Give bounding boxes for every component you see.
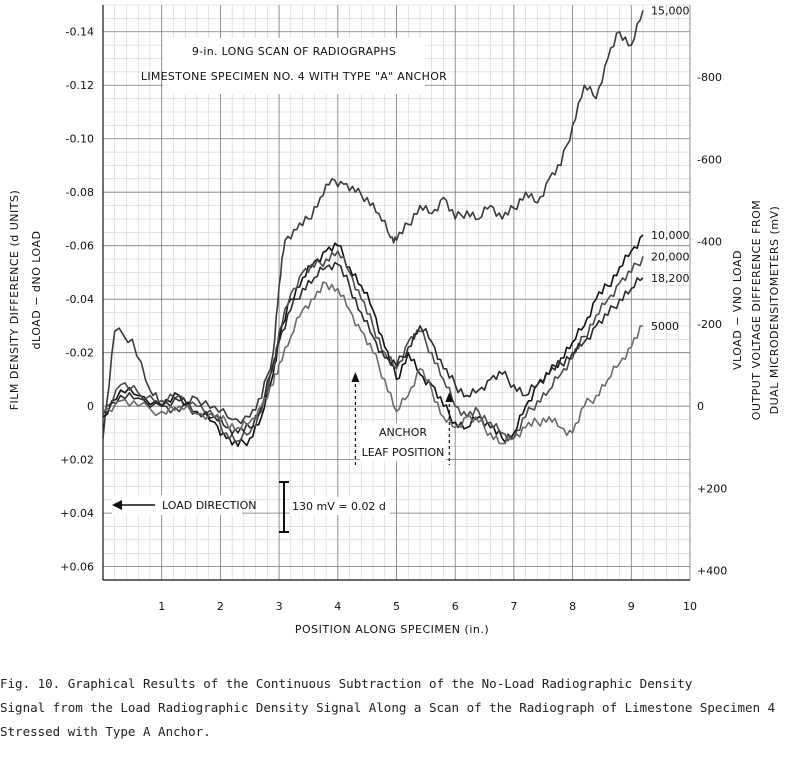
caption-line-2: Signal from the Load Radiographic Densit… [0, 700, 776, 715]
y-tick-label-right: +400 [697, 565, 727, 578]
anchor-label-line-2: LEAF POSITION [362, 446, 445, 459]
x-axis-label: POSITION ALONG SPECIMEN (in.) [295, 623, 489, 636]
series-line-5000 [102, 281, 644, 445]
load-direction-arrowhead [112, 500, 122, 510]
anchor-leaf-arrowhead-1 [351, 372, 360, 382]
x-tick-label: 2 [217, 600, 224, 613]
y-tick-label-right: 0 [697, 400, 704, 413]
chart-title-line-1: 9-in. LONG SCAN OF RADIOGRAPHS [192, 45, 396, 58]
y-tick-label-left: -0.02 [66, 347, 94, 360]
y-tick-label-left: +0.04 [60, 507, 94, 520]
figure-caption: Fig. 10. Graphical Results of the Contin… [0, 672, 800, 744]
x-tick-label: 1 [158, 600, 165, 613]
x-tick-label: 4 [334, 600, 341, 613]
y-axis-right-label-3: DUAL MICRODENSITOMETERS (mV) [768, 206, 781, 415]
series-label-20000: 20,000 [651, 250, 690, 263]
y-tick-label-left: -0.04 [66, 293, 94, 306]
y-axis-left-sublabel: dLOAD − dNO LOAD [30, 231, 43, 350]
density-difference-chart: 1 2 3 4 5 6 7 8 9 10 -0.14 -0.12 -0.10 -0.08 -0.06 -0.… [8, 4, 781, 636]
y-tick-label-left: -0.08 [66, 186, 94, 199]
scale-bar-label-box [290, 497, 390, 515]
y-tick-label-left: +0.02 [60, 454, 94, 467]
y-tick-label-left: -0.06 [66, 240, 94, 253]
y-axis-right-label-1: VLOAD − VNO LOAD [731, 250, 744, 370]
x-tick-label: 8 [569, 600, 576, 613]
y-tick-label-left: -0.12 [66, 79, 94, 92]
series-label-10000: 10,000 [651, 229, 690, 242]
y-axis-left-label: FILM DENSITY DIFFERENCE (d UNITS) [8, 190, 21, 411]
y-tick-label-left: +0.06 [60, 561, 94, 574]
series-label-18200: 18,200 [651, 272, 690, 285]
y-tick-label-right: -400 [697, 236, 722, 249]
series-line-20000 [102, 250, 644, 443]
caption-line-3: Stressed with Type A Anchor. [0, 724, 211, 739]
y-tick-label-right: -200 [697, 318, 722, 331]
anchor-label-line-1: ANCHOR [379, 426, 427, 439]
load-direction-label: LOAD DIRECTION [162, 499, 257, 512]
y-tick-label-right: -800 [697, 71, 722, 84]
chart-title-line-2: LIMESTONE SPECIMEN NO. 4 WITH TYPE "A" A… [141, 70, 447, 83]
y-tick-label-left: 0 [87, 400, 94, 413]
x-tick-label: 3 [276, 600, 283, 613]
y-tick-label-right: -600 [697, 153, 722, 166]
load-direction-box [112, 495, 242, 515]
anchor-label-box [360, 423, 446, 461]
anchor-leaf-arrowhead-2 [445, 392, 454, 402]
x-tick-label: 10 [683, 600, 697, 613]
x-tick-label: 5 [393, 600, 400, 613]
y-tick-label-left: -0.10 [66, 133, 94, 146]
series-label-15000: 15,000 [651, 4, 690, 17]
x-tick-label: 9 [628, 600, 635, 613]
scale-bar-label: 130 mV = 0.02 d [292, 500, 386, 513]
y-axis-right-label-2: OUTPUT VOLTAGE DIFFERENCE FROM [750, 200, 763, 421]
series-label-5000: 5000 [651, 320, 679, 333]
title-box [163, 38, 425, 94]
caption-line-1: Fig. 10. Graphical Results of the Contin… [0, 676, 693, 691]
series-line-15000 [102, 10, 644, 439]
x-tick-label: 6 [452, 600, 459, 613]
y-tick-label-left: -0.14 [66, 26, 94, 39]
x-tick-label: 7 [510, 600, 517, 613]
y-tick-label-right: +200 [697, 482, 727, 495]
